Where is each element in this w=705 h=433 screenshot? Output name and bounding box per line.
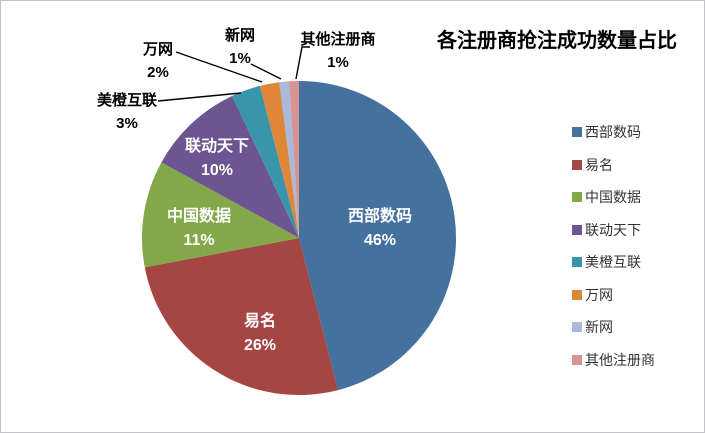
callout-label-wanwang: 万网 2% bbox=[143, 38, 173, 84]
leader-meichenghulian bbox=[157, 92, 242, 102]
legend-label: 新网 bbox=[585, 319, 613, 336]
legend-label: 易名 bbox=[585, 156, 613, 173]
legend-swatch bbox=[572, 159, 582, 170]
slice-percent: 26% bbox=[243, 337, 277, 354]
legend-item-xibushuma: 西部数码 bbox=[572, 116, 700, 149]
slice-percent: 10% bbox=[200, 162, 234, 179]
slice-name: 其他注册商 bbox=[300, 31, 376, 48]
legend-item-xinwang: 新网 bbox=[572, 311, 700, 344]
pie-slice-7 bbox=[289, 81, 299, 238]
slice-label-zhongguoshuju: 中国数据 11% bbox=[167, 205, 231, 253]
callout-label-xinwang: 新网 1% bbox=[225, 24, 255, 70]
slice-label-yiming: 易名 26% bbox=[244, 310, 276, 358]
pie-slice-0 bbox=[299, 80, 457, 391]
legend-item-meichenghulian: 美橙互联 bbox=[572, 246, 700, 279]
slice-percent: 11% bbox=[183, 232, 215, 249]
slice-name: 万网 bbox=[142, 41, 174, 58]
pie-slice-6 bbox=[279, 81, 299, 238]
legend-label: 西部数码 bbox=[585, 124, 641, 141]
chart-title: 各注册商抢注成功数量占比 bbox=[437, 30, 677, 52]
legend-swatch bbox=[572, 224, 582, 235]
slice-name: 美橙互联 bbox=[96, 92, 158, 109]
legend-item-wanwang: 万网 bbox=[572, 279, 700, 312]
leader-wanwang bbox=[175, 51, 263, 83]
pie-slice-3 bbox=[161, 95, 299, 238]
callout-label-qitazhuceshang: 其他注册商 1% bbox=[300, 28, 375, 74]
legend-swatch bbox=[572, 322, 582, 333]
legend-swatch bbox=[572, 289, 582, 300]
legend-swatch bbox=[572, 127, 582, 138]
slice-percent: 3% bbox=[116, 115, 138, 132]
legend-item-qitazhuceshang: 其他注册商 bbox=[572, 344, 700, 377]
slice-percent: 1% bbox=[327, 54, 349, 71]
legend-swatch bbox=[572, 257, 582, 268]
pie-slice-4 bbox=[232, 85, 299, 239]
legend-swatch bbox=[572, 192, 582, 203]
legend-label: 联动天下 bbox=[585, 221, 641, 238]
legend-item-liandongtianxia: 联动天下 bbox=[572, 214, 700, 247]
legend-item-yiming: 易名 bbox=[572, 149, 700, 182]
slice-percent: 2% bbox=[147, 64, 169, 81]
slice-percent: 46% bbox=[363, 232, 397, 249]
leader-qitazhuceshang bbox=[295, 46, 310, 80]
slice-name: 西部数码 bbox=[347, 208, 413, 225]
legend-swatch bbox=[572, 354, 582, 365]
slice-name: 新网 bbox=[224, 27, 256, 44]
callout-label-meichenghulian: 美橙互联 3% bbox=[97, 89, 157, 135]
pie-slice-2 bbox=[141, 162, 299, 268]
legend-label: 中国数据 bbox=[585, 189, 641, 206]
legend: 西部数码 易名 中国数据 联动天下 美橙互联 万网 新网 其他注册商 bbox=[572, 116, 700, 376]
legend-label: 其他注册商 bbox=[585, 351, 655, 368]
slice-name: 中国数据 bbox=[166, 208, 232, 225]
slice-label-xibushuma: 西部数码 46% bbox=[348, 205, 412, 253]
legend-label: 万网 bbox=[585, 286, 613, 303]
slice-percent: 1% bbox=[229, 50, 251, 67]
legend-label: 美橙互联 bbox=[585, 254, 641, 271]
pie-slice-1 bbox=[144, 238, 339, 396]
pie-slice-5 bbox=[259, 82, 299, 239]
leader-xinwang bbox=[250, 63, 282, 80]
legend-item-zhongguoshuju: 中国数据 bbox=[572, 181, 700, 214]
slice-name: 易名 bbox=[243, 313, 276, 330]
slice-name: 联动天下 bbox=[184, 138, 250, 155]
slice-label-liandongtianxia: 联动天下 10% bbox=[185, 135, 249, 183]
